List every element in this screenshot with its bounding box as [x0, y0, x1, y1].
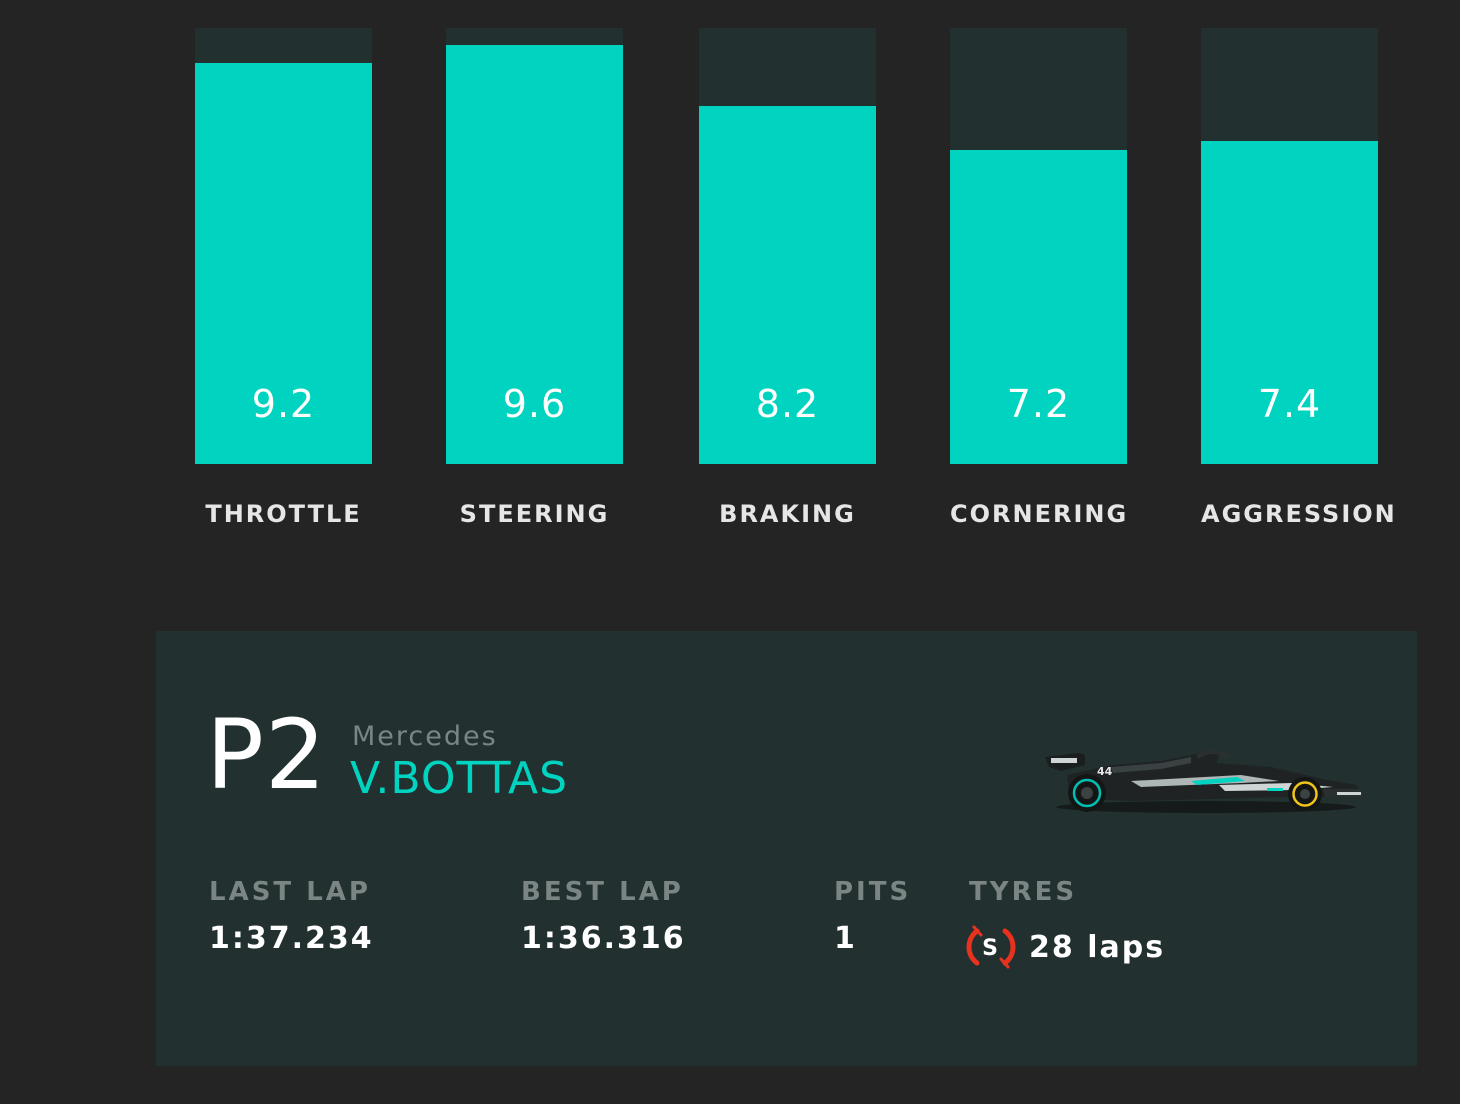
team-name: Mercedes: [352, 721, 498, 752]
svg-text:44: 44: [1097, 765, 1113, 778]
bar-fill: [195, 62, 372, 464]
driver-name: V.BOTTAS: [350, 753, 569, 804]
soft-tyre-icon: S: [966, 925, 1016, 969]
best-lap-stat: BEST LAP 1:36.316: [521, 877, 686, 956]
bar-track: 9.6: [446, 28, 623, 464]
bar-braking: 8.2 BRAKING: [699, 28, 876, 528]
bar-label: AGGRESSION: [1201, 500, 1397, 528]
tyre-laps-value: 28 laps: [1029, 929, 1166, 965]
bar-value: 9.2: [251, 382, 316, 426]
bar-fill: [950, 150, 1127, 464]
bar-value: 7.2: [1006, 382, 1071, 426]
bar-value: 9.6: [502, 382, 567, 426]
tyre-compound-letter: S: [982, 936, 1000, 961]
bar-value: 7.4: [1257, 382, 1322, 426]
last-lap-stat: LAST LAP 1:37.234: [209, 877, 374, 956]
bar-label: BRAKING: [719, 500, 856, 528]
bar-track: 9.2: [195, 28, 372, 464]
bar-fill: [699, 106, 876, 464]
best-lap-label: BEST LAP: [521, 877, 684, 907]
bar-track: 8.2: [699, 28, 876, 464]
tyres-value-row: S 28 laps: [966, 921, 1166, 973]
bar-steering: 9.6 STEERING: [446, 28, 623, 528]
bar-value: 8.2: [755, 382, 820, 426]
bar-fill: [1201, 141, 1378, 464]
tyres-stat: TYRES S 28 laps: [966, 877, 1166, 973]
bar-throttle: 9.2 THROTTLE: [195, 28, 372, 528]
last-lap-value: 1:37.234: [209, 921, 374, 956]
driver-card[interactable]: P2 Mercedes V.BOTTAS 44: [156, 631, 1417, 1066]
race-position: P2: [206, 699, 327, 811]
bar-label: STEERING: [459, 500, 610, 528]
bar-label: CORNERING: [950, 500, 1129, 528]
pits-label: PITS: [834, 877, 912, 907]
bar-aggression: 7.4 AGGRESSION: [1201, 28, 1397, 528]
pits-stat: PITS 1: [834, 877, 911, 956]
bar-label: THROTTLE: [205, 500, 362, 528]
bar-track: 7.2: [950, 28, 1127, 464]
bar-cornering: 7.2 CORNERING: [950, 28, 1127, 528]
bar-track: 7.4: [1201, 28, 1378, 464]
bar-fill: [446, 45, 623, 464]
tyres-label: TYRES: [969, 877, 1078, 907]
last-lap-label: LAST LAP: [209, 877, 371, 907]
pits-value: 1: [834, 921, 857, 956]
f1-car-icon: 44: [1045, 750, 1363, 813]
best-lap-value: 1:36.316: [521, 921, 686, 956]
